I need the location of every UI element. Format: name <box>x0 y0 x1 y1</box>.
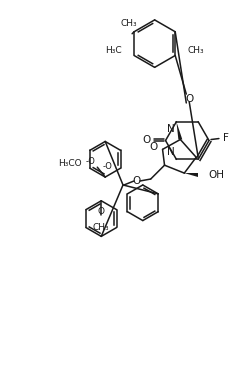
Text: O: O <box>133 176 141 186</box>
Text: -O: -O <box>102 162 112 171</box>
Text: O: O <box>143 135 151 144</box>
Text: F: F <box>223 132 229 142</box>
Text: H₃CO: H₃CO <box>58 159 82 168</box>
Polygon shape <box>176 122 182 140</box>
Polygon shape <box>184 173 198 177</box>
Text: OH: OH <box>208 170 224 180</box>
Text: H₃C: H₃C <box>106 46 122 55</box>
Text: CH₃: CH₃ <box>93 223 110 232</box>
Text: O: O <box>149 142 158 152</box>
Text: CH₃: CH₃ <box>120 19 137 28</box>
Text: CH₃: CH₃ <box>187 46 204 55</box>
Text: N: N <box>167 147 174 157</box>
Text: O: O <box>185 94 193 104</box>
Text: -O: -O <box>85 157 95 166</box>
Text: O: O <box>98 207 105 216</box>
Text: N: N <box>167 124 174 134</box>
